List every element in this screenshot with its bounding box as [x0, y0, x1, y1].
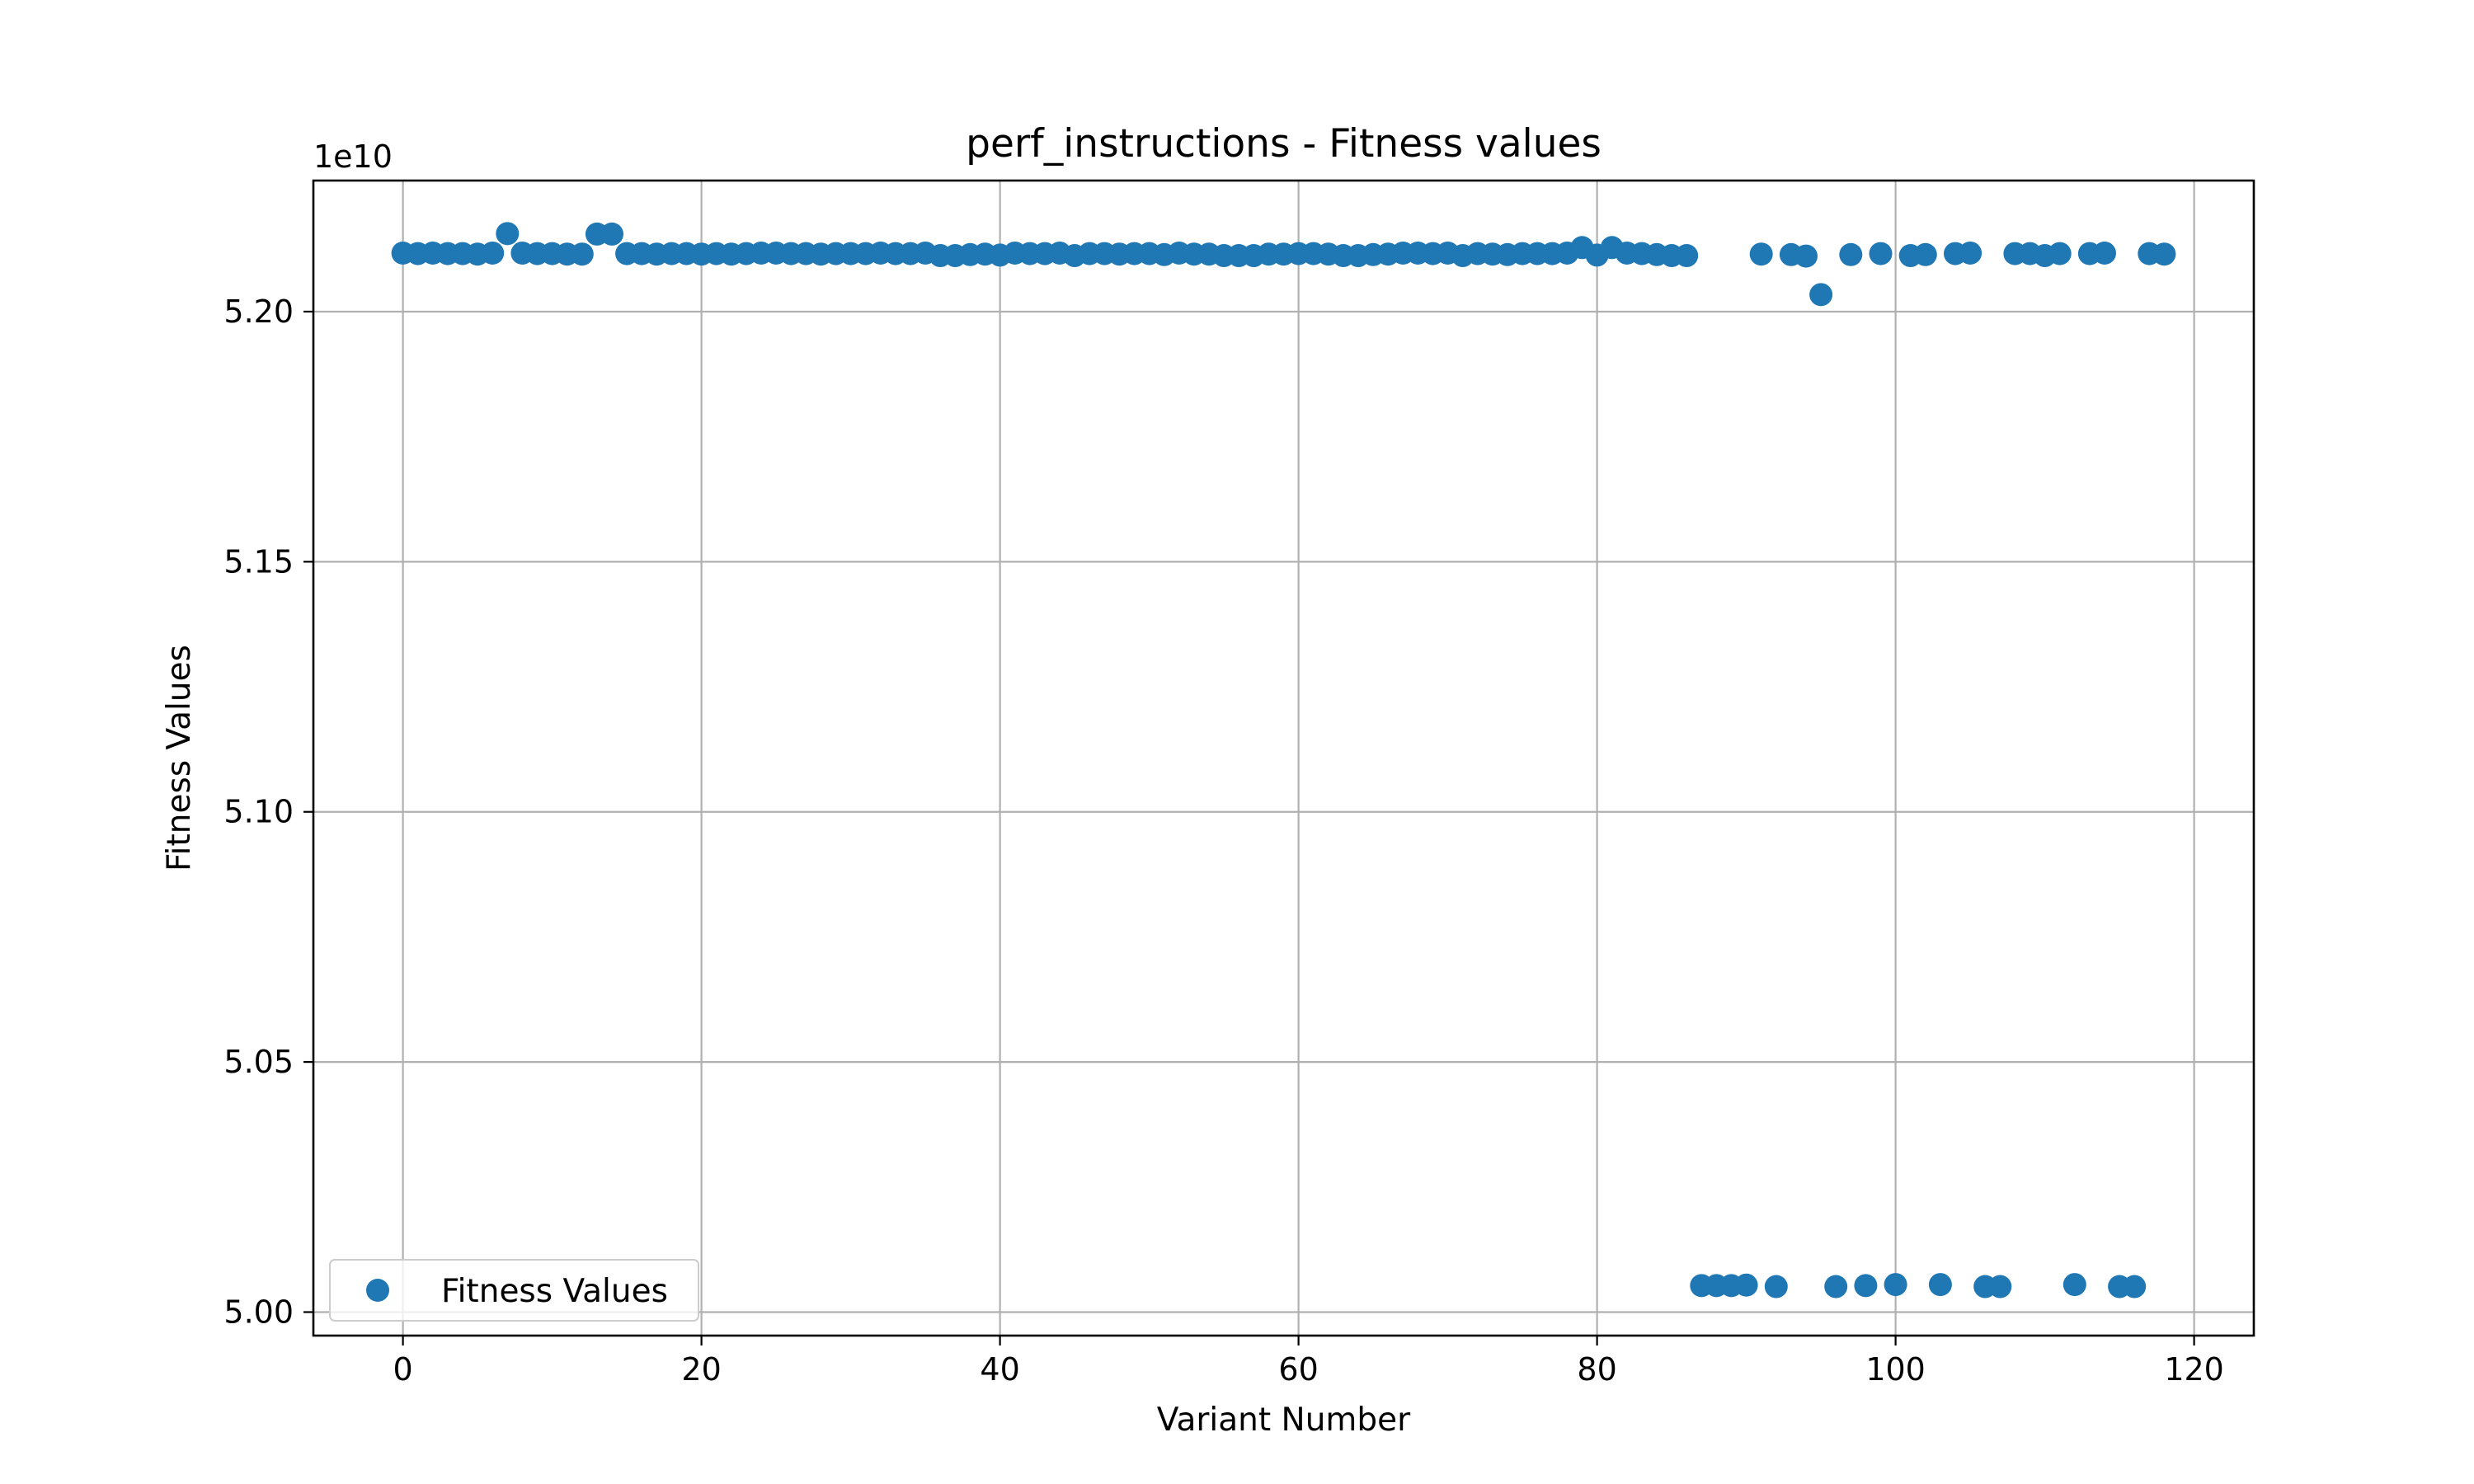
y-axis-offset-label: 1e10 — [313, 139, 393, 175]
data-point — [2152, 242, 2176, 266]
data-point — [1913, 242, 1937, 266]
data-point — [1854, 1274, 1878, 1298]
data-point — [1959, 241, 1982, 265]
legend-box — [329, 1259, 699, 1322]
data-point — [1884, 1273, 1907, 1297]
data-point — [600, 222, 623, 246]
data-point — [1809, 283, 1833, 307]
data-point — [1675, 244, 1699, 268]
x-tick-label: 20 — [681, 1351, 721, 1388]
plot-area-frame — [312, 179, 2255, 1337]
data-point — [2062, 1273, 2086, 1297]
data-point — [1794, 244, 1818, 268]
data-point — [2048, 242, 2072, 265]
x-tick-label: 40 — [980, 1351, 1019, 1388]
data-point — [1749, 242, 1773, 266]
legend-entry-label: Fitness Values — [441, 1273, 668, 1310]
data-point — [2123, 1275, 2147, 1298]
data-point — [1928, 1273, 1952, 1297]
x-tick-label: 80 — [1577, 1351, 1616, 1388]
x-axis-label: Variant Number — [1157, 1402, 1411, 1439]
data-point — [481, 241, 505, 265]
data-point — [1824, 1275, 1848, 1298]
x-tick-label: 100 — [1865, 1351, 1926, 1388]
y-tick-label: 5.00 — [223, 1294, 294, 1330]
data-point — [1988, 1275, 2012, 1298]
chart-title: perf_instructions - Fitness values — [966, 121, 1602, 167]
y-tick-label: 5.05 — [223, 1044, 294, 1080]
legend: Fitness Values — [329, 1259, 699, 1322]
y-axis-label: Fitness Values — [161, 645, 198, 871]
y-tick-label: 5.20 — [223, 294, 294, 330]
data-point — [1839, 242, 1863, 266]
axis-ticks: 0 20 40 60 80 100 120 5.00 5.05 5.10 5.15 5.20 — [223, 294, 2223, 1388]
data-point — [570, 242, 594, 266]
x-tick-label: 0 — [393, 1351, 413, 1388]
data-point — [2093, 241, 2116, 265]
y-tick-label: 5.10 — [223, 794, 294, 830]
data-point — [1764, 1275, 1788, 1298]
legend-marker — [366, 1279, 389, 1302]
data-points — [391, 222, 2176, 1298]
data-point — [1734, 1273, 1758, 1297]
y-tick-label: 5.15 — [223, 543, 294, 580]
data-point — [1869, 242, 1893, 265]
x-tick-label: 60 — [1278, 1351, 1318, 1388]
x-tick-label: 120 — [2164, 1351, 2224, 1388]
data-point — [496, 222, 520, 246]
